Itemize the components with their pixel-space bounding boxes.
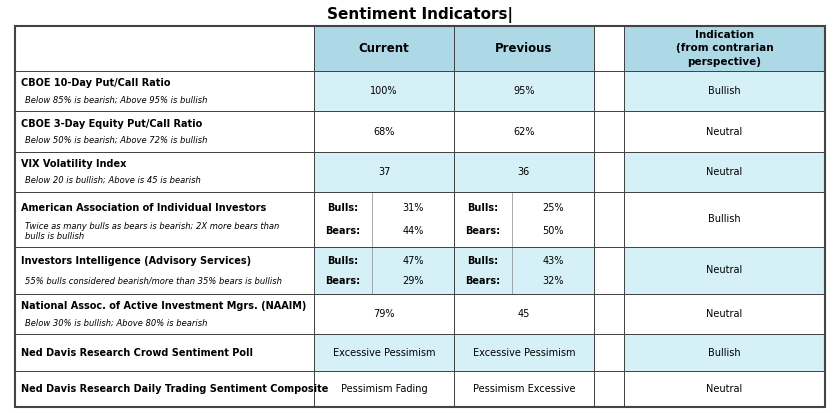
Bar (14, 294, 314, 334)
Bar (594, 247, 623, 294)
Text: Bulls:: Bulls: (467, 203, 498, 213)
Text: Bulls:: Bulls: (467, 256, 498, 266)
Bar (314, 192, 454, 247)
Text: Investors Intelligence (Advisory Services): Investors Intelligence (Advisory Service… (21, 256, 251, 266)
Text: Neutral: Neutral (706, 167, 743, 177)
Text: CBOE 10-Day Put/Call Ratio: CBOE 10-Day Put/Call Ratio (21, 78, 171, 88)
Bar (454, 71, 594, 112)
Bar (623, 371, 826, 407)
Bar (314, 112, 454, 152)
Bar (623, 192, 826, 247)
Bar (314, 371, 454, 407)
Bar (623, 26, 826, 71)
Text: Ned Davis Research Crowd Sentiment Poll: Ned Davis Research Crowd Sentiment Poll (21, 347, 253, 358)
Text: CBOE 3-Day Equity Put/Call Ratio: CBOE 3-Day Equity Put/Call Ratio (21, 119, 202, 128)
Bar (14, 152, 314, 192)
Bar (454, 112, 594, 152)
Bar (594, 334, 623, 371)
Bar (314, 152, 454, 192)
Bar (454, 26, 594, 71)
Text: Bullish: Bullish (708, 214, 741, 224)
Bar (14, 112, 314, 152)
Text: Bears:: Bears: (326, 276, 360, 286)
Bar (623, 247, 826, 294)
Text: Bulls:: Bulls: (328, 256, 359, 266)
Text: 44%: 44% (402, 226, 423, 236)
Bar (14, 71, 314, 112)
Text: Below 30% is bullish; Above 80% is bearish: Below 30% is bullish; Above 80% is beari… (24, 318, 207, 328)
Text: Bears:: Bears: (465, 226, 501, 236)
Text: Neutral: Neutral (706, 309, 743, 319)
Bar (623, 152, 826, 192)
Text: Excessive Pessimism: Excessive Pessimism (333, 347, 435, 358)
Text: 36: 36 (517, 167, 530, 177)
Text: Below 50% is bearish; Above 72% is bullish: Below 50% is bearish; Above 72% is bulli… (24, 136, 207, 145)
Text: Indication
(from contrarian
perspective): Indication (from contrarian perspective) (675, 30, 774, 66)
Text: 68%: 68% (373, 126, 395, 137)
Text: 29%: 29% (402, 276, 423, 286)
Bar (623, 71, 826, 112)
Text: Neutral: Neutral (706, 265, 743, 275)
Text: Bullish: Bullish (708, 86, 741, 96)
Text: Bulls:: Bulls: (328, 203, 359, 213)
Text: 25%: 25% (542, 203, 564, 213)
Bar (14, 247, 314, 294)
Bar (594, 192, 623, 247)
Text: 62%: 62% (513, 126, 534, 137)
Bar (594, 26, 623, 71)
Bar (14, 334, 314, 371)
Bar (623, 334, 826, 371)
Bar (314, 247, 454, 294)
Text: 95%: 95% (513, 86, 534, 96)
Text: Sentiment Indicators|: Sentiment Indicators| (327, 7, 513, 23)
Bar (594, 294, 623, 334)
Bar (14, 371, 314, 407)
Bar (454, 334, 594, 371)
Bar (594, 371, 623, 407)
Bar (594, 71, 623, 112)
Bar (314, 26, 454, 71)
Bar (314, 334, 454, 371)
Text: 79%: 79% (373, 309, 395, 319)
Text: Pessimism Fading: Pessimism Fading (341, 384, 428, 394)
Text: Pessimism Excessive: Pessimism Excessive (473, 384, 575, 394)
Bar (594, 112, 623, 152)
Text: 31%: 31% (402, 203, 423, 213)
Text: VIX Volatility Index: VIX Volatility Index (21, 159, 126, 169)
Text: American Association of Individual Investors: American Association of Individual Inves… (21, 203, 266, 213)
Bar (454, 294, 594, 334)
Bar (454, 192, 594, 247)
Bar (623, 294, 826, 334)
Text: 45: 45 (517, 309, 530, 319)
Bar (623, 112, 826, 152)
Text: Bullish: Bullish (708, 347, 741, 358)
Text: Below 20 is bullish; Above is 45 is bearish: Below 20 is bullish; Above is 45 is bear… (24, 176, 201, 185)
Text: Ned Davis Research Daily Trading Sentiment Composite: Ned Davis Research Daily Trading Sentime… (21, 384, 328, 394)
Bar (314, 71, 454, 112)
Bar (14, 26, 314, 71)
Text: 55% bulls considered bearish/more than 35% bears is bullish: 55% bulls considered bearish/more than 3… (24, 276, 281, 285)
Text: Bears:: Bears: (326, 226, 360, 236)
Text: Neutral: Neutral (706, 126, 743, 137)
Bar (594, 152, 623, 192)
Text: Twice as many bulls as bears is bearish; 2X more bears than
bulls is bullish: Twice as many bulls as bears is bearish;… (24, 221, 279, 241)
Bar (454, 371, 594, 407)
Text: 37: 37 (378, 167, 391, 177)
Bar (454, 152, 594, 192)
Text: 32%: 32% (542, 276, 564, 286)
Bar (454, 247, 594, 294)
Text: Below 85% is bearish; Above 95% is bullish: Below 85% is bearish; Above 95% is bulli… (24, 96, 207, 105)
Text: National Assoc. of Active Investment Mgrs. (NAAIM): National Assoc. of Active Investment Mgr… (21, 301, 306, 311)
Text: 43%: 43% (542, 256, 564, 266)
Bar (14, 192, 314, 247)
Text: Previous: Previous (495, 42, 553, 55)
Text: Bears:: Bears: (465, 276, 501, 286)
Text: Excessive Pessimism: Excessive Pessimism (473, 347, 575, 358)
Text: Neutral: Neutral (706, 384, 743, 394)
Text: 47%: 47% (402, 256, 423, 266)
Bar (314, 294, 454, 334)
Text: 100%: 100% (370, 86, 398, 96)
Text: Current: Current (359, 42, 409, 55)
Text: 50%: 50% (542, 226, 564, 236)
